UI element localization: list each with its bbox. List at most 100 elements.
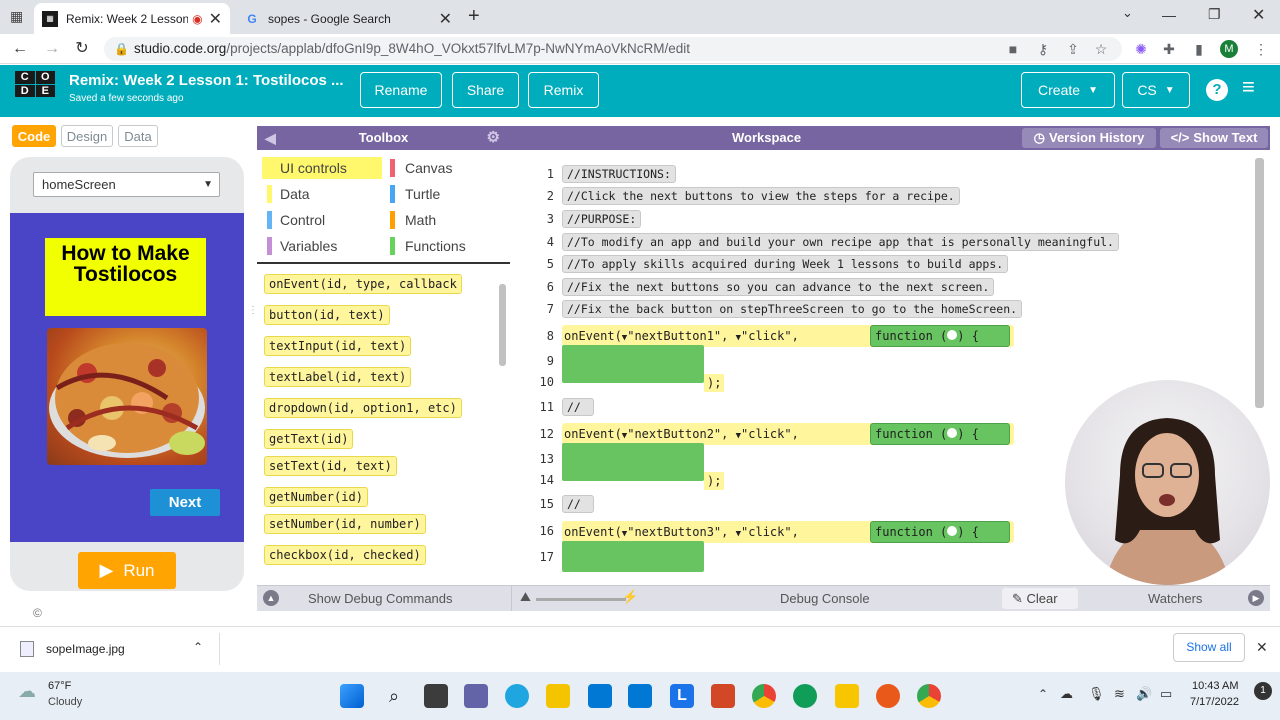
palette-block-checkbox[interactable]: checkbox(id, checked) [264,545,426,565]
show-text-button[interactable]: </> Show Text [1160,128,1268,148]
workspace-scrollbar[interactable] [1255,158,1264,408]
address-bar[interactable]: 🔒 studio.code.org/projects/applab/dfoGnI… [104,37,1122,61]
collapse-left-icon[interactable]: ◀ [265,130,276,146]
rename-button[interactable]: Rename [360,72,442,108]
extension-color-icon[interactable]: ✺ [1135,41,1147,57]
tab-close-icon[interactable]: ✕ [208,10,222,28]
category-data[interactable]: Data [262,183,382,205]
notification-icon[interactable]: 1 [1254,682,1272,700]
minimize-icon[interactable]: — [1162,7,1176,23]
recorder-icon[interactable] [876,684,900,708]
window-close-icon[interactable]: ✕ [1252,7,1266,24]
palette-block-dropdown[interactable]: dropdown(id, option1, etc) [264,398,462,418]
close-downloads-icon[interactable]: ✕ [1256,639,1268,655]
empty-comment-block[interactable]: // [562,495,594,513]
category-control[interactable]: Control [262,209,382,231]
taskbar-search-icon[interactable]: ⌕ [388,686,400,706]
help-icon[interactable]: ? [1206,79,1228,101]
create-button[interactable]: Create ▼ [1021,72,1115,108]
category-turtle[interactable]: Turtle [385,183,505,205]
clear-button[interactable]: ✎ Clear [1002,588,1078,609]
tray-chevron-icon[interactable]: ⌃ [1038,687,1049,701]
battery-icon[interactable]: ▭ [1160,686,1173,701]
browser-menu-icon[interactable]: ⋮ [1254,41,1268,57]
tab-design[interactable]: Design [61,125,113,147]
back-icon[interactable]: ← [12,40,28,57]
watchers-title[interactable]: Watchers [1148,591,1203,606]
edge-dev-icon[interactable] [793,684,817,708]
puzzle-icon[interactable]: ✚ [1163,41,1175,57]
sticky-notes-icon[interactable] [835,684,859,708]
clock-date[interactable]: 7/17/2022 [1190,696,1239,708]
bookmark-star-icon[interactable]: ☆ [1094,41,1108,57]
show-debug-commands[interactable]: Show Debug Commands [308,591,453,606]
forward-icon[interactable]: → [44,40,60,57]
tab-code-org[interactable]: ▦ Remix: Week 2 Lesson 1: Tos ◉ ✕ [34,3,230,34]
function-body[interactable] [562,345,704,383]
share-icon[interactable]: ⇪ [1067,41,1079,57]
function-block[interactable]: function () { [870,325,1010,347]
comment-block[interactable]: //Fix the back button on stepThreeScreen… [562,300,1023,318]
category-canvas[interactable]: Canvas [385,157,505,179]
function-body[interactable] [562,541,704,572]
category-variables[interactable]: Variables [262,235,382,257]
mail-icon[interactable] [628,684,652,708]
version-history-button[interactable]: ◷ Version History [1022,128,1156,148]
category-ui-controls[interactable]: UI controls [262,157,382,179]
download-filename[interactable]: sopeImage.jpg [46,642,125,656]
comment-block[interactable]: //Click the next buttons to view the ste… [562,187,960,205]
category-functions[interactable]: Functions [385,235,505,257]
remix-button[interactable]: Remix [528,72,599,108]
show-all-button[interactable]: Show all [1173,633,1245,662]
screen-select[interactable]: homeScreen ▼ [33,172,220,197]
language-button[interactable]: CS ▼ [1122,72,1190,108]
app-title-label[interactable]: How to Make Tostilocos [45,238,206,316]
task-view-icon[interactable] [424,684,448,708]
hamburger-menu-icon[interactable]: ≡ [1242,74,1255,99]
palette-block-onevent[interactable]: onEvent(id, type, callback [264,274,462,294]
palette-block-textinput[interactable]: textInput(id, text) [264,336,412,356]
teams-icon[interactable] [464,684,488,708]
palette-block-settext[interactable]: setText(id, text) [264,456,397,476]
chevron-down-icon[interactable]: ⌄ [1122,5,1133,20]
tab-code[interactable]: Code [12,125,56,147]
volume-icon[interactable]: 🔊 [1136,686,1153,701]
camera-icon[interactable]: ■ [1008,41,1018,57]
reload-icon[interactable]: ↻ [75,40,89,57]
comment-block[interactable]: //Fix the next buttons so you can advanc… [562,278,995,296]
resize-handle[interactable]: ⋮ [248,305,258,316]
tab-data[interactable]: Data [118,125,158,147]
chrome-icon[interactable] [752,684,776,708]
expand-right-icon[interactable]: ▶ [1248,590,1264,606]
key-icon[interactable]: ⚷ [1037,41,1049,57]
toolbox-scrollbar[interactable] [499,284,506,366]
tostilocos-image[interactable] [47,328,207,465]
comment-block[interactable]: //To modify an app and build your own re… [562,233,1119,251]
speed-slider[interactable] [536,598,626,601]
office-icon[interactable] [711,684,735,708]
empty-comment-block[interactable]: // [562,398,594,416]
chevron-up-icon[interactable]: ⌃ [193,640,204,654]
function-body[interactable] [562,443,704,481]
new-tab-icon[interactable]: + [468,5,480,27]
app-l-icon[interactable]: L [670,684,694,708]
edge-icon[interactable] [505,684,529,708]
next-button[interactable]: Next [150,489,220,516]
function-block[interactable]: function () { [870,423,1010,445]
wifi-icon[interactable]: ≋ [1114,686,1125,701]
tab-google-search[interactable]: G sopes - Google Search ✕ [236,3,460,34]
tab-close-icon[interactable]: ✕ [438,10,452,28]
comment-block[interactable]: //PURPOSE: [562,210,642,228]
tab-search-icon[interactable]: ▦ [10,8,24,24]
palette-block-gettext[interactable]: getText(id) [264,429,354,449]
file-explorer-icon[interactable] [546,684,570,708]
gear-icon[interactable]: ⚙ [486,129,500,146]
profile-avatar[interactable]: M [1220,40,1238,58]
comment-block[interactable]: //INSTRUCTIONS: [562,165,676,183]
palette-block-setnumber[interactable]: setNumber(id, number) [264,514,426,534]
weather-temp[interactable]: 67°F [48,680,72,692]
chrome-profile-icon[interactable] [917,684,941,708]
weather-desc[interactable]: Cloudy [48,696,83,708]
code-org-logo[interactable]: C O D E [15,71,55,111]
share-button[interactable]: Share [452,72,519,108]
